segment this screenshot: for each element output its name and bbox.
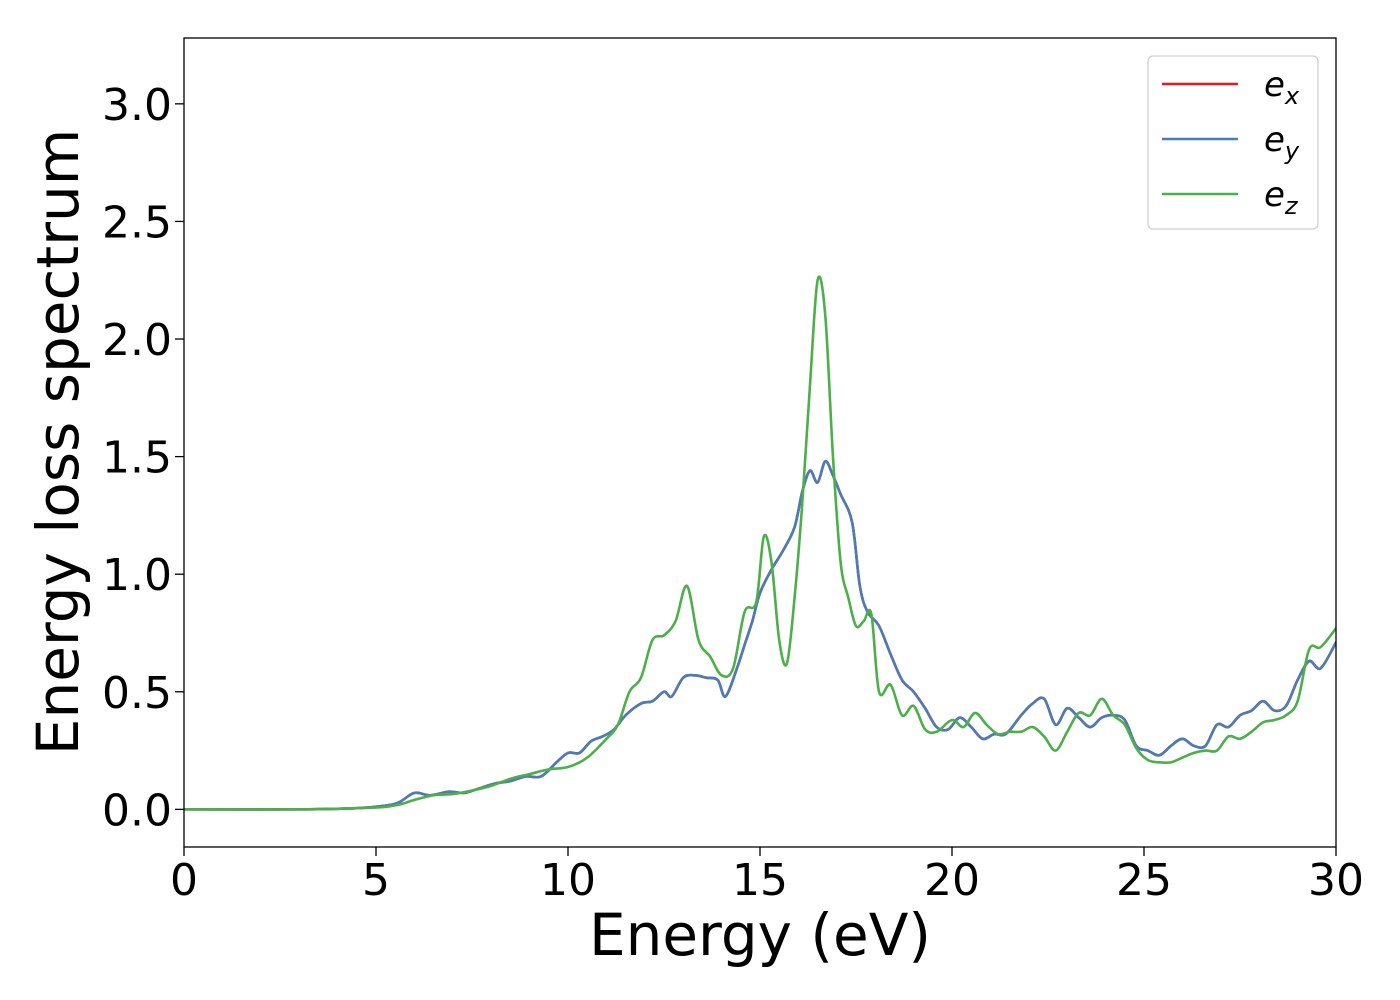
y-tick-label: 3.0 <box>102 80 172 131</box>
y-axis: 0.0 0.5 1.0 1.5 2.0 2.5 3.0 <box>102 80 184 836</box>
y-tick-label: 1.0 <box>102 550 172 601</box>
series-line-ez <box>184 275 1336 811</box>
x-tick-label: 0 <box>170 855 198 906</box>
y-tick-label: 2.5 <box>102 197 172 248</box>
x-axis: 0 5 10 15 20 25 30 <box>170 847 1364 906</box>
x-tick-label: 5 <box>362 855 390 906</box>
legend-label-ey: ey <box>1264 120 1300 165</box>
series-line-ex <box>184 460 1336 811</box>
legend-box <box>1147 55 1319 230</box>
legend-label-base: e <box>1264 175 1285 215</box>
y-tick-label: 0.0 <box>102 785 172 836</box>
series-layer <box>184 275 1336 811</box>
legend-label-base: e <box>1264 65 1285 105</box>
legend-label-subscript: y <box>1284 137 1300 165</box>
x-tick-label: 15 <box>732 855 788 906</box>
x-tick-label: 25 <box>1116 855 1172 906</box>
x-tick-label: 10 <box>540 855 596 906</box>
y-tick-label: 1.5 <box>102 433 172 484</box>
x-tick-label: 20 <box>924 855 980 906</box>
legend-label-subscript: x <box>1284 82 1300 110</box>
legend-label-ex: ex <box>1264 65 1300 110</box>
legend-label-subscript: z <box>1284 192 1299 220</box>
x-axis-label: Energy (eV) <box>589 901 931 969</box>
x-tick-label: 30 <box>1308 855 1364 906</box>
legend-label-base: e <box>1264 120 1285 160</box>
y-tick-label: 0.5 <box>102 668 172 719</box>
y-tick-label: 2.0 <box>102 315 172 366</box>
legend-label-ez: ez <box>1264 175 1299 220</box>
y-axis-label: Energy loss spectrum <box>24 129 92 755</box>
series-line-ey <box>184 460 1336 811</box>
